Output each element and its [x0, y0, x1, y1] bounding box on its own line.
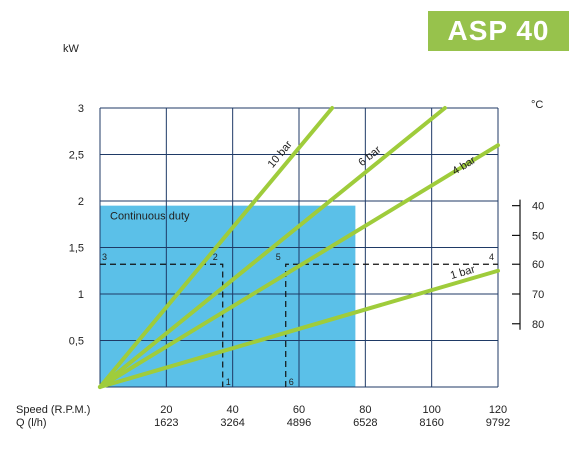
y-tick-label: 0,5: [69, 336, 84, 348]
reference-label: 3: [102, 252, 107, 262]
temperature-tick-label: 40: [532, 201, 544, 213]
chart-grid: [99, 107, 499, 388]
y-tick-label: 1: [78, 289, 84, 301]
temperature-tick-label: 50: [532, 230, 544, 242]
reference-line: [100, 263, 224, 387]
x-tick-label: 8160: [419, 417, 443, 429]
pressure-line: [98, 268, 500, 389]
reference-label: 5: [276, 252, 281, 262]
x-tick-label: 3264: [220, 417, 244, 429]
temperature-tick-label: 80: [532, 319, 544, 331]
reference-label: 6: [289, 377, 294, 387]
x-tick-label: 20: [160, 404, 172, 416]
y-tick-label: 3: [78, 103, 84, 115]
x-row-label: Speed (R.P.M.): [16, 404, 90, 416]
x-tick-label: 120: [489, 404, 507, 416]
reference-line: [285, 263, 498, 387]
temperature-axis: [512, 199, 521, 330]
reference-lines: [100, 263, 498, 387]
y-axis-label: kW: [63, 43, 80, 55]
model-badge: ASP 40: [428, 11, 569, 51]
continuous-duty-label: Continuous duty: [110, 211, 190, 223]
x-tick-label: 1623: [154, 417, 178, 429]
x-tick-label: 60: [293, 404, 305, 416]
x-row-label: Q (l/h): [16, 417, 47, 429]
x-tick-label: 9792: [486, 417, 510, 429]
x-tick-label: 80: [359, 404, 371, 416]
reference-label: 1: [226, 377, 231, 387]
pressure-line-label: 6 bar: [356, 144, 383, 169]
y-tick-label: 1,5: [69, 243, 84, 255]
y-tick-label: 2,5: [69, 150, 84, 162]
x-tick-label: 6528: [353, 417, 377, 429]
temperature-tick-label: 60: [532, 259, 544, 271]
pressure-lines: [98, 106, 500, 389]
pressure-line: [98, 143, 500, 389]
reference-label: 4: [489, 252, 494, 262]
temperature-axis-label: °C: [531, 99, 543, 111]
x-tick-label: 4896: [287, 417, 311, 429]
pressure-line: [98, 106, 447, 389]
x-tick-label: 100: [422, 404, 440, 416]
temperature-tick-label: 70: [532, 289, 544, 301]
reference-label: 2: [213, 252, 218, 262]
x-tick-label: 40: [227, 404, 239, 416]
y-tick-label: 2: [78, 196, 84, 208]
pressure-line: [98, 106, 335, 389]
